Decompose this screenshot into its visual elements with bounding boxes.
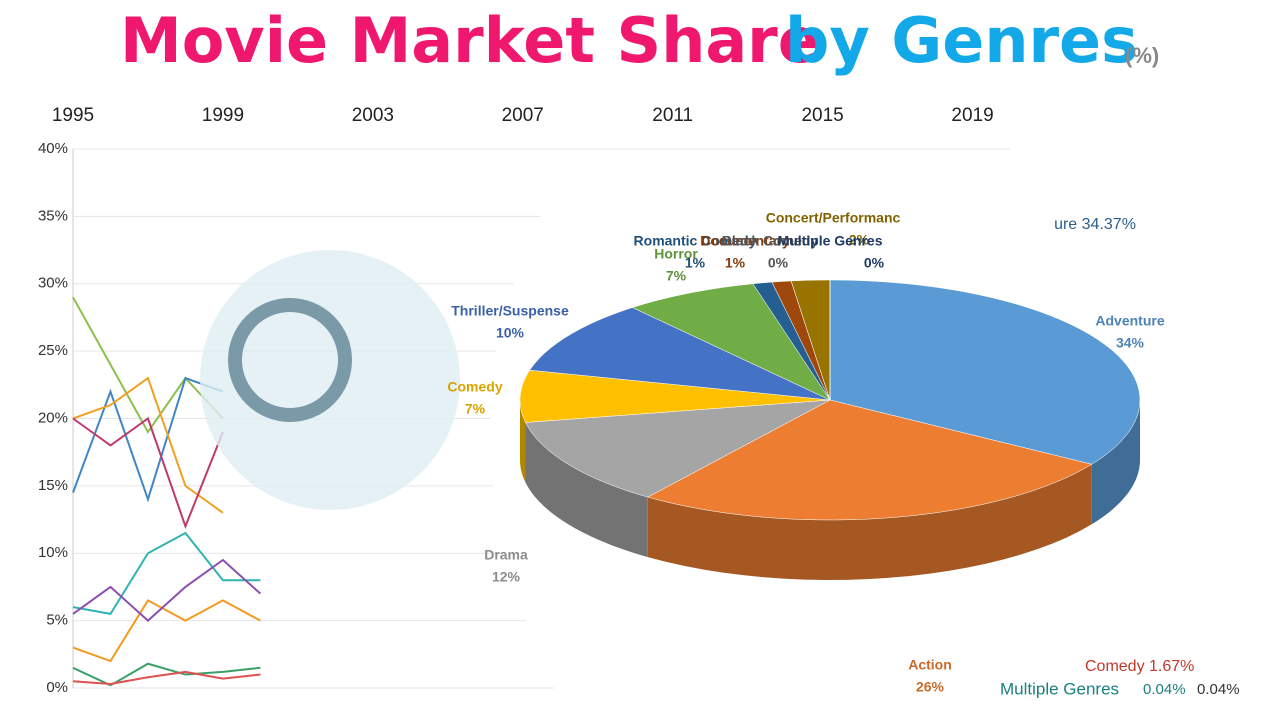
series-line <box>72 416 224 530</box>
pie-value-label: 12% <box>492 569 521 585</box>
x-tick-label: 2015 <box>801 105 843 126</box>
pie-slice <box>631 283 831 401</box>
ticker-annotation: Comedy 1.67% <box>1085 658 1194 675</box>
y-tick-label: 15% <box>38 477 68 494</box>
pie-value-label: 0% <box>864 255 885 271</box>
chart-subtitle: by Genres <box>785 4 1138 77</box>
series-line <box>72 662 261 687</box>
pie-side <box>520 400 526 483</box>
series-line <box>72 558 262 622</box>
ticker-annotation: 0.04% <box>1143 681 1186 698</box>
pie-value-label: 7% <box>666 268 687 284</box>
x-tick-label: 2007 <box>502 105 544 126</box>
pie-slice <box>647 399 1093 521</box>
film-reel-hub <box>228 298 352 422</box>
pie-label: Black Comedy <box>722 233 819 249</box>
pie-slice <box>829 279 1141 465</box>
pie-label: Adventure <box>1095 313 1164 329</box>
pie-side <box>647 464 1092 580</box>
y-tick-label: 10% <box>38 544 68 561</box>
series-line <box>72 376 224 514</box>
series-line <box>72 599 261 663</box>
pie-label: Concert/Performanc <box>766 210 901 226</box>
pie-value-label: 2% <box>849 232 870 248</box>
y-tick-label: 0% <box>46 679 68 696</box>
y-tick-label: 40% <box>38 140 68 157</box>
ticker-annotation: ure 34.37% <box>1054 216 1136 233</box>
pie-label: Comedy <box>447 379 502 395</box>
y-tick-label: 35% <box>38 207 68 224</box>
pie-label: Thriller/Suspense <box>451 303 569 319</box>
unit-note: (%) <box>1125 43 1159 68</box>
pie-value-label: 1% <box>725 255 746 271</box>
y-tick-label: 25% <box>38 342 68 359</box>
y-tick-label: 20% <box>38 409 68 426</box>
x-tick-label: 1999 <box>202 105 244 126</box>
pie-label: Action <box>908 657 952 673</box>
pie-label: Multiple Genres <box>777 233 882 249</box>
pie-side <box>1091 400 1140 525</box>
pie-slice <box>525 399 831 498</box>
pie-label: Drama <box>484 547 528 563</box>
pie-value-label: 10% <box>496 325 525 341</box>
chart-title: Movie Market Share <box>120 4 820 77</box>
pie-label: Horror <box>654 246 698 262</box>
x-tick-label: 2019 <box>951 105 993 126</box>
pie-label: Documentary <box>700 233 790 249</box>
x-tick-label: 2003 <box>352 105 394 126</box>
x-tick-label: 2011 <box>652 105 693 126</box>
series-line <box>72 376 224 503</box>
pie-value-label: 7% <box>465 401 486 417</box>
pie-value-label: 0% <box>768 255 789 271</box>
series-line <box>72 670 261 685</box>
ticker-annotation: 0.04% <box>1197 681 1240 698</box>
x-tick-label: 1995 <box>52 105 94 126</box>
ticker-annotation: Multiple Genres <box>1000 679 1119 698</box>
pie-label: Romantic Comedy <box>634 233 757 249</box>
series-line <box>72 296 224 434</box>
pie-slice <box>529 307 831 401</box>
pie-value-label: 26% <box>916 679 945 695</box>
pie-side <box>525 422 648 558</box>
y-tick-label: 5% <box>46 612 68 629</box>
pie-value-label: 34% <box>1116 335 1145 351</box>
series-line <box>72 531 261 615</box>
y-tick-label: 30% <box>38 275 68 292</box>
pie-slice <box>519 369 831 423</box>
pie-value-label: 1% <box>685 255 706 271</box>
